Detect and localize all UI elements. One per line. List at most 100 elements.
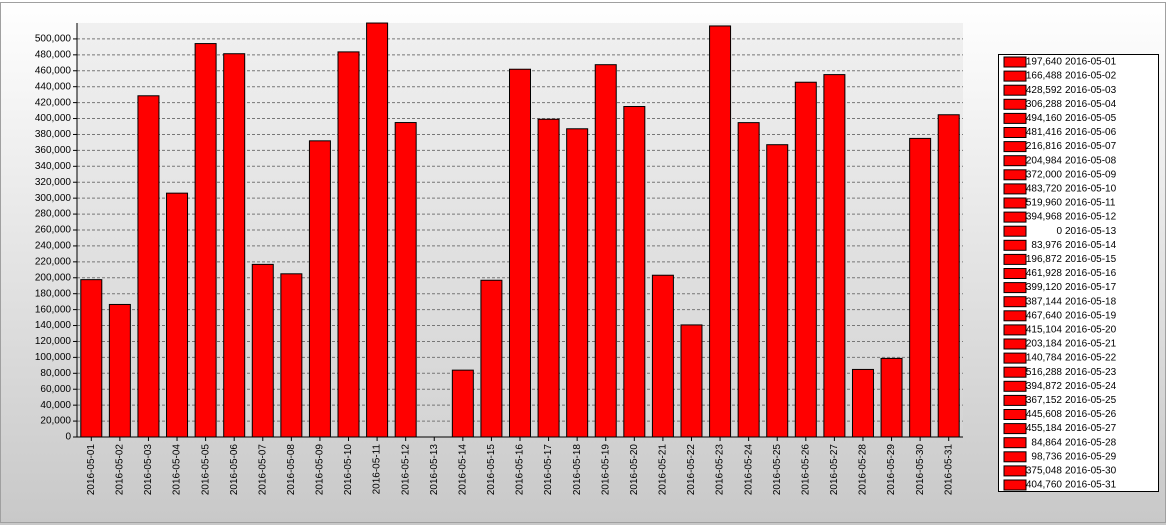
legend-label: 2016-05-04 bbox=[1065, 99, 1117, 110]
x-tick-label: 2016-05-01 bbox=[86, 444, 97, 496]
legend-swatch bbox=[1003, 366, 1027, 378]
legend-label: 2016-05-24 bbox=[1065, 381, 1117, 392]
bar bbox=[680, 324, 703, 438]
legend-label: 2016-05-20 bbox=[1065, 325, 1117, 336]
legend-swatch bbox=[1003, 282, 1027, 294]
legend-label: 2016-05-08 bbox=[1065, 155, 1117, 166]
bar bbox=[623, 106, 646, 438]
legend-value: 399,120 bbox=[1026, 282, 1063, 293]
legend-value: 98,736 bbox=[1031, 451, 1062, 462]
y-tick-label: 420,000 bbox=[35, 97, 72, 108]
x-tick-label: 2016-05-02 bbox=[115, 444, 126, 496]
legend-value: 372,000 bbox=[1026, 169, 1063, 180]
legend-swatch bbox=[1003, 197, 1027, 209]
bar bbox=[566, 128, 589, 438]
x-tick-label: 2016-05-29 bbox=[886, 444, 897, 496]
legend-label: 2016-05-26 bbox=[1065, 409, 1117, 420]
y-tick-label: 220,000 bbox=[35, 256, 72, 267]
y-tick-label: 20,000 bbox=[40, 416, 71, 427]
legend-label: 2016-05-05 bbox=[1065, 113, 1117, 124]
y-tick-label: 80,000 bbox=[40, 368, 71, 379]
y-tick-label: 320,000 bbox=[35, 177, 72, 188]
bar bbox=[194, 43, 217, 438]
x-tick-label: 2016-05-16 bbox=[515, 444, 526, 496]
bar bbox=[737, 122, 760, 438]
legend-swatch bbox=[1003, 211, 1027, 223]
x-tick-label: 2016-05-21 bbox=[658, 444, 669, 496]
legend-swatch bbox=[1003, 437, 1027, 449]
x-tick-label: 2016-05-08 bbox=[286, 444, 297, 496]
x-tick-label: 2016-05-10 bbox=[343, 444, 354, 496]
bar bbox=[280, 273, 303, 438]
x-tick-label: 2016-05-20 bbox=[629, 444, 640, 496]
legend-label: 2016-05-25 bbox=[1065, 395, 1117, 406]
legend-swatch bbox=[1003, 253, 1027, 265]
bar bbox=[308, 140, 331, 438]
legend-value: 387,144 bbox=[1026, 296, 1063, 307]
legend-swatch bbox=[1003, 183, 1027, 195]
x-tick-label: 2016-05-30 bbox=[915, 444, 926, 496]
bar bbox=[108, 303, 131, 438]
legend-value: 83,976 bbox=[1031, 240, 1062, 251]
x-tick-label: 2016-05-13 bbox=[429, 444, 440, 496]
legend-label: 2016-05-14 bbox=[1065, 240, 1117, 251]
x-tick-label: 2016-05-12 bbox=[400, 444, 411, 496]
legend-swatch bbox=[1003, 409, 1027, 420]
y-tick-label: 60,000 bbox=[40, 384, 71, 395]
legend-value: 84,864 bbox=[1031, 437, 1062, 448]
x-tick-label: 2016-05-11 bbox=[372, 444, 383, 495]
bar bbox=[766, 144, 789, 438]
bar bbox=[651, 274, 674, 438]
bar bbox=[823, 74, 846, 438]
legend-label: 2016-05-12 bbox=[1065, 212, 1117, 223]
legend-swatch bbox=[1003, 338, 1027, 350]
x-tick-label: 2016-05-14 bbox=[457, 444, 468, 496]
bar bbox=[537, 118, 560, 438]
bar bbox=[594, 64, 617, 438]
legend-label: 2016-05-31 bbox=[1065, 480, 1117, 491]
legend-label: 2016-05-23 bbox=[1065, 367, 1117, 378]
legend-value: 375,048 bbox=[1026, 466, 1063, 477]
legend-swatch bbox=[1003, 70, 1027, 82]
legend-label: 2016-05-15 bbox=[1065, 254, 1117, 265]
legend-swatch bbox=[1003, 239, 1027, 251]
legend-value: 367,152 bbox=[1026, 395, 1063, 406]
legend-value: 494,160 bbox=[1026, 113, 1063, 124]
legend-label: 2016-05-17 bbox=[1065, 282, 1117, 293]
y-tick-label: 180,000 bbox=[35, 288, 72, 299]
y-tick-label: 0 bbox=[65, 432, 71, 443]
legend-label: 2016-05-27 bbox=[1065, 423, 1117, 434]
y-tick-label: 500,000 bbox=[35, 34, 72, 45]
bar bbox=[251, 263, 274, 438]
legend-swatch bbox=[1003, 56, 1027, 68]
legend-value: 196,872 bbox=[1026, 254, 1063, 265]
legend-swatch bbox=[1003, 479, 1027, 491]
x-tick-label: 2016-05-17 bbox=[543, 444, 554, 496]
bar bbox=[337, 51, 360, 438]
x-tick-label: 2016-05-07 bbox=[257, 444, 268, 496]
y-tick-label: 260,000 bbox=[35, 225, 72, 236]
legend-value: 467,640 bbox=[1026, 310, 1063, 321]
legend-value: 166,488 bbox=[1026, 71, 1063, 82]
legend-value: 516,288 bbox=[1026, 367, 1063, 378]
y-tick-label: 300,000 bbox=[35, 193, 72, 204]
legend-value: 203,184 bbox=[1026, 339, 1063, 350]
bar bbox=[451, 369, 474, 438]
legend-value: 483,720 bbox=[1026, 184, 1063, 195]
legend-swatch bbox=[1003, 155, 1027, 167]
bar bbox=[166, 192, 189, 438]
legend-swatch bbox=[1003, 84, 1027, 96]
y-tick-label: 160,000 bbox=[35, 304, 72, 315]
legend-swatch bbox=[1003, 465, 1027, 477]
legend-swatch bbox=[1003, 380, 1027, 392]
bar bbox=[223, 53, 246, 438]
legend-label: 2016-05-10 bbox=[1065, 184, 1117, 195]
x-tick-label: 2016-05-18 bbox=[572, 444, 583, 496]
y-tick-label: 340,000 bbox=[35, 161, 72, 172]
x-tick-label: 2016-05-31 bbox=[943, 444, 954, 496]
bar bbox=[80, 279, 103, 438]
y-tick-label: 120,000 bbox=[35, 336, 72, 347]
legend-label: 2016-05-03 bbox=[1065, 85, 1117, 96]
